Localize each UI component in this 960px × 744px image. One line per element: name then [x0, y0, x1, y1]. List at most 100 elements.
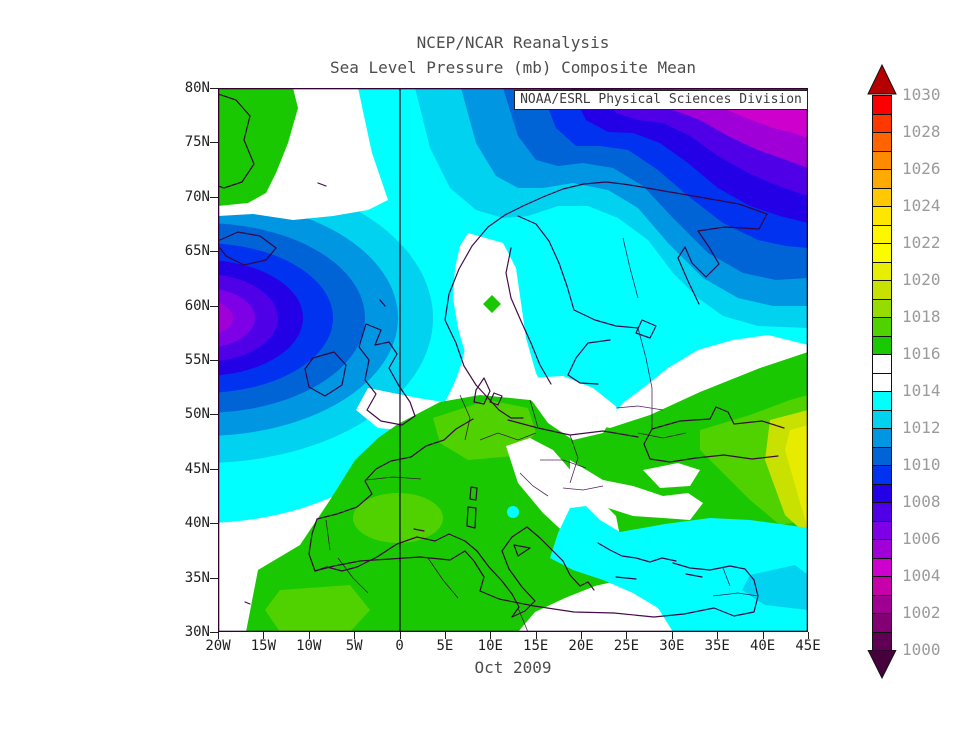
colorbar-arrow-down — [867, 650, 897, 680]
colorbar-segment — [872, 187, 892, 207]
colorbar-segment — [872, 261, 892, 281]
lon-tick-label: 15E — [523, 638, 549, 654]
lon-tick — [808, 632, 809, 639]
colorbar-tick-label: 1024 — [902, 196, 941, 215]
norway-high-spot — [483, 295, 501, 313]
colorbar-segment — [872, 483, 892, 503]
lon-tick — [717, 632, 719, 639]
colorbar-tick-label: 1008 — [902, 492, 941, 511]
colorbar-segment — [872, 243, 892, 263]
credit-text: NOAA/ESRL Physical Sciences Division — [520, 92, 802, 107]
lon-tick-label: 0 — [395, 638, 404, 654]
colorbar-segment — [872, 224, 892, 244]
colorbar-tick-label: 1000 — [902, 640, 941, 659]
east-med-low-band — [507, 506, 808, 632]
colorbar-tick-label: 1002 — [902, 603, 941, 622]
lon-tick-label: 5W — [345, 638, 363, 654]
colorbar-segment — [872, 539, 892, 559]
title-block: NCEP/NCAR Reanalysis Sea Level Pressure … — [218, 30, 808, 80]
lat-tick — [210, 88, 218, 89]
colorbar-segment — [872, 557, 892, 577]
lon-tick — [535, 632, 537, 639]
colorbar-tick-label: 1030 — [902, 85, 941, 104]
lon-tick — [626, 632, 628, 639]
colorbar-segment — [872, 465, 892, 485]
colorbar-segment — [872, 298, 892, 318]
colorbar-segment — [872, 391, 892, 411]
lon-tick — [490, 632, 492, 639]
colorbar-segment — [872, 446, 892, 466]
colorbar-tick-label: 1006 — [902, 529, 941, 548]
colorbar-segment — [872, 409, 892, 429]
lon-tick — [581, 632, 583, 639]
lat-tick-label: 55N — [184, 352, 210, 368]
lon-tick — [444, 632, 446, 639]
colorbar-segment — [872, 631, 892, 651]
lon-tick — [671, 632, 673, 639]
lat-tick-label: 60N — [184, 297, 210, 314]
colorbar-tick-label: 1022 — [902, 233, 941, 252]
colorbar-segment — [872, 132, 892, 152]
lon-tick — [354, 632, 356, 639]
colorbar-segment — [872, 354, 892, 374]
lat-tick-label: 50N — [184, 406, 210, 423]
lat-tick-label: 70N — [184, 188, 210, 205]
colorbar-tick-label: 1004 — [902, 566, 941, 585]
colorbar-segment — [872, 613, 892, 633]
lat-tick-label: 35N — [184, 569, 210, 586]
lon-tick-label: 25E — [613, 638, 640, 654]
colorbar-segment — [872, 150, 892, 170]
lat-tick-label: 30N — [184, 624, 210, 640]
colorbar-segment — [872, 113, 892, 133]
country-borders — [325, 237, 759, 632]
colorbar-segment — [872, 428, 892, 448]
colorbar-tick-label: 1016 — [902, 344, 941, 363]
lon-tick-label: 20W — [205, 638, 231, 654]
colorbar-tick-label: 1012 — [902, 418, 941, 437]
plot-title: NCEP/NCAR Reanalysis — [416, 33, 610, 52]
lat-tick — [210, 142, 218, 144]
lon-tick — [308, 632, 310, 639]
colorbar-segment — [872, 95, 892, 115]
colorbar-segment — [872, 372, 892, 392]
lat-tick — [210, 577, 218, 579]
colorbar-segment — [872, 206, 892, 226]
lon-tick-label: 30E — [659, 638, 685, 654]
lat-tick — [210, 632, 218, 633]
lat-tick-label: 75N — [184, 134, 210, 151]
greenland-high — [218, 88, 298, 206]
lon-tick-label: 40E — [749, 638, 776, 654]
lon-tick — [263, 632, 265, 639]
pressure-map — [218, 88, 808, 632]
lon-tick-label: 10W — [296, 638, 322, 654]
colorbar-tick-label: 1010 — [902, 455, 941, 474]
colorbar-segment — [872, 576, 892, 596]
lat-tick — [210, 523, 218, 525]
lat-tick — [210, 251, 218, 253]
lon-tick-label: 5E — [436, 638, 454, 654]
colorbar-segment — [872, 502, 892, 522]
colorbar-segment — [872, 594, 892, 614]
lon-tick — [399, 632, 401, 639]
lon-tick — [218, 632, 219, 639]
date-caption: Oct 2009 — [474, 658, 552, 677]
credit-box: NOAA/ESRL Physical Sciences Division — [514, 90, 808, 110]
lon-tick — [762, 632, 764, 639]
lat-tick-label: 65N — [184, 243, 210, 260]
colorbar-segment — [872, 335, 892, 355]
lat-tick-label: 80N — [184, 80, 210, 96]
lat-tick-label: 45N — [184, 460, 210, 477]
colorbar-segment — [872, 317, 892, 337]
colorbar-segment — [872, 520, 892, 540]
lat-tick-label: 40N — [184, 515, 210, 532]
lat-tick — [210, 414, 218, 416]
colorbar-tick-label: 1026 — [902, 159, 941, 178]
lat-tick — [210, 468, 218, 470]
lat-tick — [210, 196, 218, 198]
colorbar-arrow-up — [867, 63, 897, 95]
colorbar-segment — [872, 169, 892, 189]
lat-tick — [210, 305, 218, 307]
colorbar-tick-label: 1028 — [902, 122, 941, 141]
colorbar-segment — [872, 280, 892, 300]
